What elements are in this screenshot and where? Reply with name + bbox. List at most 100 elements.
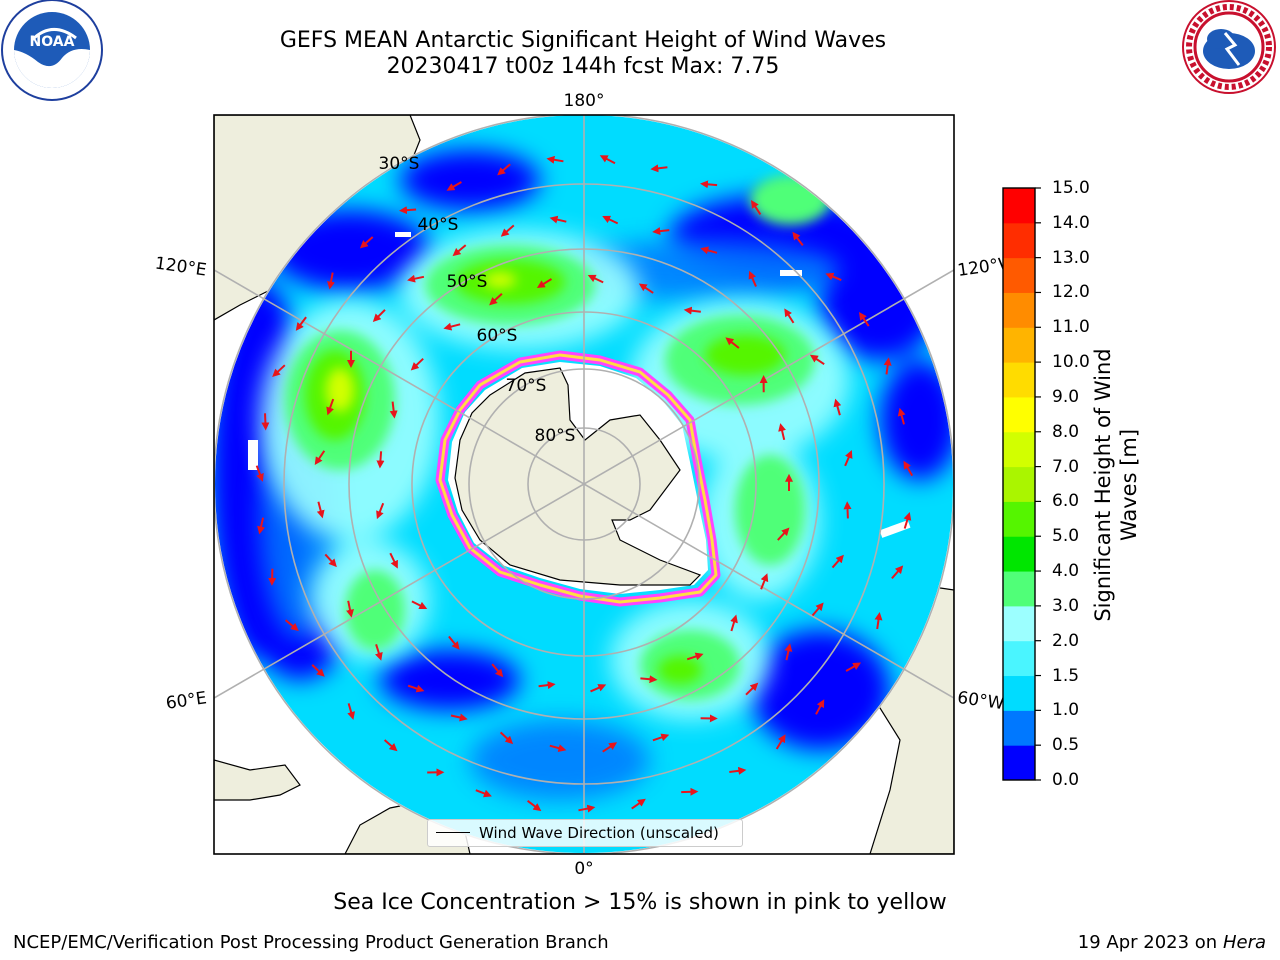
wind-arrow: [407, 274, 425, 283]
colorbar-swatch: [1003, 327, 1035, 363]
footer-date: 19 Apr 2023 on Hera: [1078, 932, 1266, 953]
wind-arrow: [314, 450, 326, 466]
colorbar-swatch: [1003, 292, 1035, 328]
wind-arrow: [683, 306, 701, 315]
lon-label-180: 180°: [564, 91, 605, 111]
wind-arrow: [843, 501, 852, 519]
wind-arrow: [815, 699, 825, 715]
wind-arrow: [376, 451, 385, 469]
wind-arrow: [489, 293, 503, 306]
legend-line-swatch: [436, 832, 470, 833]
wind-arrow: [602, 742, 618, 753]
wind-arrow: [261, 413, 270, 431]
wind-arrow: [903, 460, 914, 477]
lat-label-50s: 50°S: [447, 272, 488, 292]
chart-subtitle: 20230417 t00z 144h fcst Max: 7.75: [386, 54, 780, 79]
colorbar-swatch: [1003, 466, 1035, 502]
colorbar-tick-label: 0.0: [1052, 770, 1080, 790]
wind-arrow: [777, 527, 790, 541]
wind-arrow: [257, 517, 265, 535]
wind-arrow: [891, 565, 904, 580]
wind-arrow: [538, 681, 556, 690]
wind-arrow: [475, 789, 492, 798]
wind-arrow: [599, 155, 616, 165]
wind-arrow: [549, 744, 567, 752]
wind-arrow: [730, 614, 738, 632]
colorbar-tick-label: 14.0: [1052, 212, 1090, 233]
lon-label-0: 0°: [574, 859, 593, 879]
wind-arrow: [897, 407, 906, 425]
colorbar-swatch: [1003, 745, 1035, 781]
colorbar-swatch: [1003, 710, 1035, 746]
wind-arrow: [316, 501, 325, 519]
wind-arrow: [750, 200, 762, 215]
colorbar-tick-label: 10.0: [1052, 352, 1090, 373]
colorbar-tick-label: 11.0: [1052, 317, 1090, 338]
wind-arrow: [792, 231, 804, 247]
colorbar-label-line1: Significant Height of Wind: [1091, 348, 1115, 622]
colorbar-tick-label: 15.0: [1052, 178, 1090, 198]
wind-arrow: [346, 600, 354, 618]
lon-label-60w: 60°W: [956, 688, 1005, 714]
wind-arrow: [399, 206, 417, 215]
wind-arrow: [443, 322, 461, 331]
wind-arrow: [686, 652, 704, 661]
wind-arrow: [638, 283, 654, 294]
map-legend: Wind Wave Direction (unscaled): [427, 819, 743, 847]
wind-arrow: [775, 734, 786, 750]
wind-arrow: [725, 337, 740, 349]
chart-title: GEFS MEAN Antarctic Significant Height o…: [279, 28, 887, 53]
wind-arrow: [324, 553, 337, 568]
wind-arrow: [295, 316, 307, 331]
wind-arrows: [255, 155, 914, 813]
wind-arrow: [311, 664, 325, 677]
colorbar-tick-label: 1.5: [1052, 665, 1080, 686]
wind-arrow: [833, 398, 842, 416]
wind-arrow: [407, 684, 425, 693]
colorbar-swatch: [1003, 396, 1035, 433]
wind-arrow: [681, 787, 699, 796]
footer-credit: NCEP/EMC/Verification Post Processing Pr…: [13, 932, 609, 953]
wind-arrow: [448, 635, 460, 650]
colorbar-tick-label: 0.5: [1052, 735, 1080, 756]
wind-arrow: [536, 278, 553, 288]
wind-arrow: [640, 675, 658, 684]
wind-arrow: [347, 703, 355, 720]
wind-arrow: [903, 512, 912, 529]
colorbar-swatch: [1003, 431, 1035, 468]
wind-arrow: [652, 227, 670, 236]
wind-arrow: [874, 612, 883, 630]
wind-arrow: [326, 398, 335, 416]
wind-arrow: [410, 357, 424, 371]
wind-arrow: [602, 215, 619, 225]
wind-arrow: [272, 364, 286, 377]
wind-arrow: [491, 663, 504, 678]
wind-arrow: [650, 164, 668, 173]
colorbar-tick-label: 7.0: [1052, 456, 1080, 477]
colorbar-tick-label: 9.0: [1052, 386, 1080, 407]
lat-label-30s: 30°S: [379, 154, 420, 174]
nws-logo: [1182, 0, 1276, 94]
lat-label-80s: 80°S: [535, 426, 576, 446]
wind-arrow: [255, 465, 264, 482]
wind-arrow: [578, 804, 596, 813]
wind-arrow: [652, 733, 670, 742]
antarctica: [435, 350, 721, 607]
wind-arrow: [784, 308, 795, 324]
lon-label-60e: 60°E: [165, 688, 208, 713]
wind-arrow: [411, 600, 428, 610]
noaa-logo-text: NOAA: [30, 34, 75, 50]
wind-arrow: [359, 236, 374, 249]
wind-arrow: [844, 450, 853, 467]
colorbar-swatch: [1003, 257, 1035, 293]
wind-arrow: [526, 799, 542, 812]
wind-arrow: [784, 643, 793, 661]
wind-arrow: [700, 246, 718, 255]
noaa-logo: NOAA: [1, 0, 103, 101]
wind-arrow: [631, 798, 646, 810]
wind-arrow: [446, 181, 462, 191]
wind-arrow: [497, 163, 511, 176]
wind-arrow: [383, 739, 398, 752]
wind-arrow: [327, 272, 335, 290]
